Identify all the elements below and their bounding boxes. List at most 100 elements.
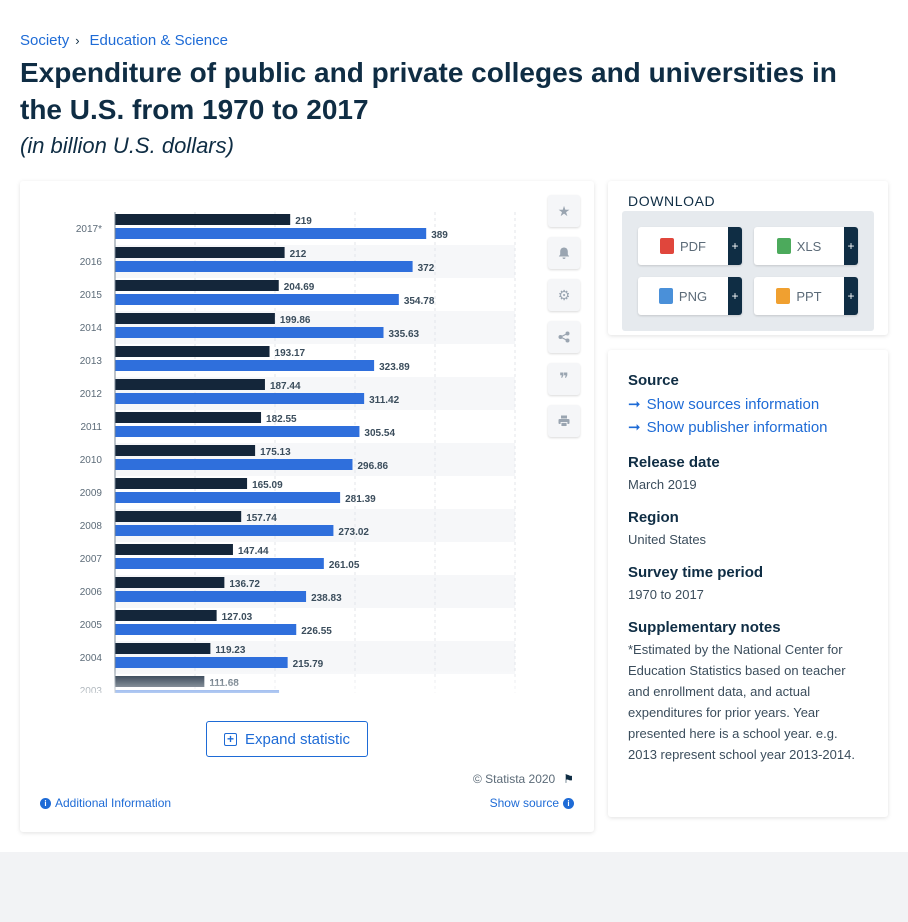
breadcrumb: Society › Education & Science bbox=[20, 32, 228, 49]
download-png-label: PNG bbox=[678, 288, 708, 304]
show-sources-link[interactable]: ➞ Show sources information bbox=[628, 395, 858, 414]
bar-series-2 bbox=[115, 327, 384, 338]
bar-series-1 bbox=[115, 610, 217, 621]
bar-series-1 bbox=[115, 313, 275, 324]
download-pdf-plus[interactable]: + bbox=[728, 227, 742, 265]
bar-series-2 bbox=[115, 492, 341, 503]
category-label: 2005 bbox=[80, 620, 103, 631]
value-label: 165.09 bbox=[252, 480, 283, 491]
value-label: 219 bbox=[295, 216, 312, 227]
category-label: 2007 bbox=[80, 554, 103, 565]
favorite-button[interactable]: ★ bbox=[548, 195, 580, 227]
bar-series-2 bbox=[115, 393, 365, 404]
region-heading: Region bbox=[628, 509, 679, 526]
bar-series-1 bbox=[115, 478, 248, 489]
value-label: 187.44 bbox=[270, 381, 301, 392]
survey-period-section: Survey time period 1970 to 2017 bbox=[628, 564, 858, 605]
value-label: 204.69 bbox=[284, 282, 315, 293]
show-source-link[interactable]: Show source i bbox=[490, 796, 574, 810]
release-heading: Release date bbox=[628, 454, 720, 471]
info-icon: i bbox=[563, 797, 574, 809]
additional-information-link[interactable]: i Additional Information bbox=[40, 796, 171, 810]
expand-statistic-label: Expand statistic bbox=[244, 730, 351, 748]
supplementary-notes-section: Supplementary notes *Estimated by the Na… bbox=[628, 619, 858, 765]
bar-series-1 bbox=[115, 643, 211, 654]
gear-icon: ⚙ bbox=[557, 286, 571, 303]
bell-icon bbox=[558, 247, 570, 259]
survey-period-value: 1970 to 2017 bbox=[628, 587, 704, 602]
copyright: © Statista 2020 ⚑ bbox=[473, 772, 574, 786]
download-xls-plus[interactable]: + bbox=[844, 227, 858, 265]
quote-icon: ❞ bbox=[559, 371, 569, 388]
value-label: 389 bbox=[431, 230, 448, 241]
cite-button[interactable]: ❞ bbox=[548, 363, 580, 395]
print-button[interactable] bbox=[548, 405, 580, 437]
bar-series-2 bbox=[115, 228, 427, 239]
download-options: PDF + XLS + PNG + PPT + bbox=[622, 211, 874, 331]
png-icon bbox=[658, 288, 673, 304]
pdf-icon bbox=[660, 238, 674, 254]
category-label: 2012 bbox=[80, 389, 103, 400]
bar-series-2 bbox=[115, 360, 375, 371]
bar-series-1 bbox=[115, 412, 262, 423]
value-label: 238.83 bbox=[311, 593, 342, 604]
region-value: United States bbox=[628, 532, 707, 547]
release-value: March 2019 bbox=[628, 477, 697, 492]
page-title: Expenditure of public and private colleg… bbox=[20, 57, 837, 125]
bar-series-1 bbox=[115, 214, 291, 225]
download-xls-label: XLS bbox=[796, 238, 822, 254]
show-publisher-link[interactable]: ➞ Show publisher information bbox=[628, 418, 858, 437]
region-section: Region United States bbox=[628, 509, 858, 550]
value-label: 273.02 bbox=[338, 527, 369, 538]
chart-fade-overlay bbox=[20, 669, 540, 701]
bar-series-2 bbox=[115, 657, 288, 668]
value-label: 281.39 bbox=[345, 494, 376, 505]
notification-button[interactable] bbox=[548, 237, 580, 269]
value-label: 335.63 bbox=[389, 329, 420, 340]
value-label: 296.86 bbox=[357, 461, 388, 472]
bar-series-2 bbox=[115, 525, 334, 536]
download-ppt-plus[interactable]: + bbox=[844, 277, 858, 315]
page-subtitle: (in billion U.S. dollars) bbox=[20, 133, 234, 158]
download-panel: DOWNLOAD PDF + XLS + PNG + PPT + bbox=[608, 181, 888, 335]
value-label: 226.55 bbox=[301, 626, 332, 637]
download-heading: DOWNLOAD bbox=[628, 193, 716, 209]
download-ppt-label: PPT bbox=[796, 288, 822, 304]
bar-series-2 bbox=[115, 624, 297, 635]
value-label: 354.78 bbox=[404, 296, 435, 307]
download-png-button[interactable]: PNG + bbox=[638, 277, 742, 315]
category-label: 2006 bbox=[80, 587, 103, 598]
expand-statistic-button[interactable]: + Expand statistic bbox=[206, 721, 368, 757]
download-pdf-label: PDF bbox=[680, 238, 706, 254]
settings-button[interactable]: ⚙ bbox=[548, 279, 580, 311]
value-label: 199.86 bbox=[280, 315, 311, 326]
bar-series-1 bbox=[115, 511, 242, 522]
share-button[interactable] bbox=[548, 321, 580, 353]
xls-icon bbox=[776, 238, 791, 254]
download-png-plus[interactable]: + bbox=[728, 277, 742, 315]
category-label: 2014 bbox=[80, 323, 103, 334]
download-ppt-button[interactable]: PPT + bbox=[754, 277, 858, 315]
footer-band bbox=[0, 852, 908, 922]
arrow-right-icon: ➞ bbox=[628, 396, 641, 413]
breadcrumb-education-science[interactable]: Education & Science bbox=[89, 32, 228, 49]
release-section: Release date March 2019 bbox=[628, 454, 858, 495]
category-label: 2004 bbox=[80, 653, 103, 664]
value-label: 147.44 bbox=[238, 546, 269, 557]
breadcrumb-society[interactable]: Society bbox=[20, 32, 70, 49]
flag-icon[interactable]: ⚑ bbox=[563, 772, 574, 786]
bar-series-2 bbox=[115, 294, 399, 305]
download-pdf-button[interactable]: PDF + bbox=[638, 227, 742, 265]
category-label: 2016 bbox=[80, 257, 103, 268]
supplementary-notes-heading: Supplementary notes bbox=[628, 619, 781, 636]
value-label: 136.72 bbox=[229, 579, 260, 590]
bar-series-1 bbox=[115, 445, 256, 456]
value-label: 261.05 bbox=[329, 560, 360, 571]
value-label: 323.89 bbox=[379, 362, 410, 373]
value-label: 127.03 bbox=[222, 612, 253, 623]
info-icon: i bbox=[40, 797, 51, 809]
download-xls-button[interactable]: XLS + bbox=[754, 227, 858, 265]
copyright-text: © Statista 2020 bbox=[473, 772, 556, 786]
plot-area: 2017* 219 389 2016 212 372 2015 204.69 354.78 201… bbox=[76, 212, 516, 693]
